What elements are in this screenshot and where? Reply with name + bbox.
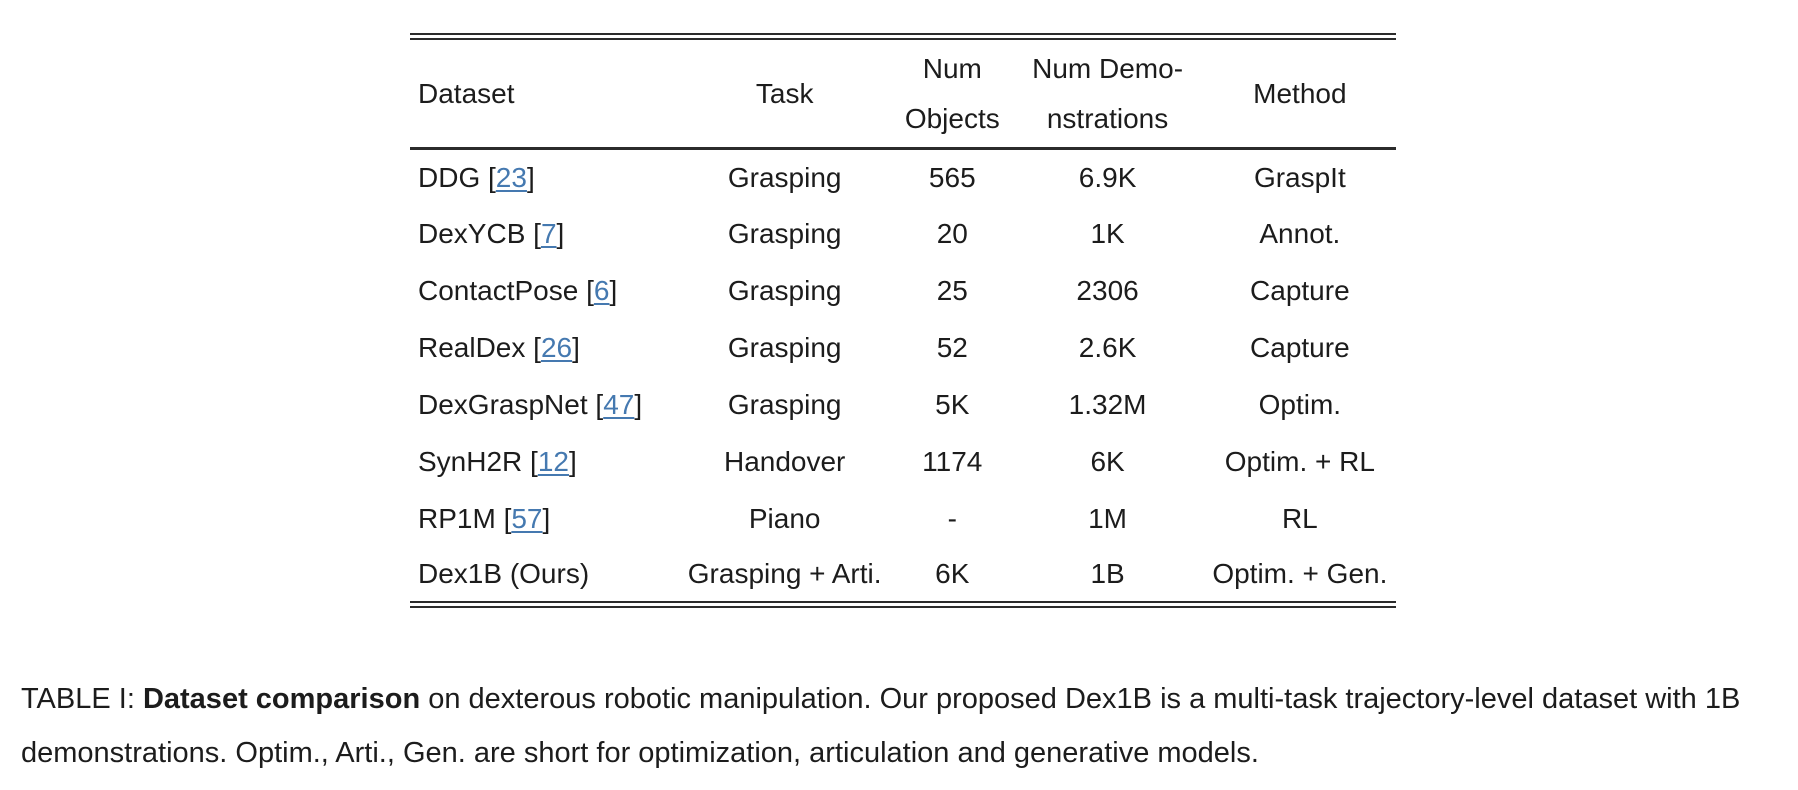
num-objects-cell: 25 [936, 275, 968, 306]
citation-link[interactable]: 47 [603, 389, 635, 420]
table-row: RP1M [57] Piano - 1M RL [410, 491, 1396, 548]
table-row: DexYCB [7] Grasping 20 1K Annot. [410, 206, 1396, 263]
task-cell: Grasping [727, 161, 842, 193]
method-cell: Optim. [1258, 389, 1342, 420]
dataset-comparison-table: Dataset Task Num Objects Num Demo- nstra… [410, 33, 1396, 608]
dataset-cell: RP1M [57] [418, 503, 551, 534]
task-cell: Handover [723, 446, 846, 477]
num-demonstrations-cell: 6.9K [1078, 161, 1137, 193]
dataset-cell: ContactPose [6] [418, 275, 618, 306]
caption-text: on dexterous robotic manipulation. Our p… [21, 683, 1741, 769]
citation-link[interactable]: 6 [593, 275, 610, 306]
method-cell: GraspIt [1253, 161, 1346, 193]
num-objects-cell: 52 [936, 332, 968, 363]
num-objects-cell: - [947, 503, 957, 534]
num-demonstrations-cell: 2.6K [1078, 332, 1137, 363]
citation-link[interactable]: 23 [495, 161, 527, 193]
dataset-cell: Dex1B (Ours) [418, 558, 590, 590]
caption-bold-title: Dataset comparison [142, 683, 421, 715]
header-row: Dataset Task Num Objects Num Demo- nstra… [410, 36, 1396, 150]
dataset-cell: DexGraspNet [47] [418, 389, 643, 420]
method-cell: Capture [1250, 332, 1350, 363]
table-body: DDG [23] Grasping 565 6.9K GraspIt DexYC… [410, 149, 1396, 605]
table-row: DexGraspNet [47] Grasping 5K 1.32M Optim… [410, 377, 1396, 434]
num-demonstrations-cell: 2306 [1076, 275, 1139, 306]
num-demonstrations-cell: 6K [1090, 446, 1125, 477]
num-objects-cell: 20 [936, 218, 968, 249]
num-demonstrations-cell: 1K [1090, 218, 1125, 249]
column-header-num-demonstrations: Num Demo- nstrations [1011, 36, 1204, 150]
num-demonstrations-cell: 1M [1088, 503, 1128, 534]
citation-link[interactable]: 12 [537, 446, 569, 477]
task-cell: Piano [748, 503, 821, 534]
method-cell: RL [1281, 503, 1318, 534]
table-row: RealDex [26] Grasping 52 2.6K Capture [410, 320, 1396, 377]
method-cell: Optim. + RL [1224, 446, 1375, 477]
method-cell: Optim. + Gen. [1212, 558, 1388, 590]
table-header: Dataset Task Num Objects Num Demo- nstra… [410, 36, 1396, 150]
num-objects-cell: 565 [928, 161, 976, 193]
caption-label: TABLE I: [21, 683, 143, 715]
method-cell: Annot. [1259, 218, 1341, 249]
comparison-table: Dataset Task Num Objects Num Demo- nstra… [410, 33, 1396, 608]
dataset-cell: RealDex [26] [418, 332, 580, 363]
table-row: Dex1B (Ours) Grasping + Arti. 6K 1B Opti… [410, 548, 1396, 605]
column-header-num-objects: Num Objects [893, 36, 1012, 150]
column-header-dataset: Dataset [410, 36, 677, 150]
citation-link[interactable]: 7 [540, 218, 557, 249]
task-cell: Grasping [727, 218, 842, 249]
task-cell: Grasping [727, 275, 842, 306]
num-objects-cell: 5K [935, 389, 970, 420]
table-row: DDG [23] Grasping 565 6.9K GraspIt [410, 149, 1396, 206]
num-objects-cell: 1174 [922, 446, 983, 477]
dataset-cell: DDG [23] [418, 161, 535, 193]
dataset-cell: DexYCB [7] [418, 218, 565, 249]
dataset-cell: SynH2R [12] [418, 446, 577, 477]
task-cell: Grasping + Arti. [687, 558, 882, 590]
citation-link[interactable]: 26 [540, 332, 573, 363]
column-header-task: Task [676, 36, 894, 150]
num-demonstrations-cell: 1B [1090, 558, 1125, 590]
task-cell: Grasping [727, 389, 842, 420]
column-header-method: Method [1203, 36, 1396, 150]
num-objects-cell: 6K [935, 558, 970, 590]
method-cell: Capture [1250, 275, 1350, 306]
table-caption: TABLE I: Dataset comparison on dexterous… [21, 672, 1781, 780]
table-row: SynH2R [12] Handover 1174 6K Optim. + RL [410, 434, 1396, 491]
task-cell: Grasping [727, 332, 842, 363]
table-row: ContactPose [6] Grasping 25 2306 Capture [410, 263, 1396, 320]
num-demonstrations-cell: 1.32M [1068, 389, 1147, 420]
citation-link[interactable]: 57 [511, 503, 543, 534]
